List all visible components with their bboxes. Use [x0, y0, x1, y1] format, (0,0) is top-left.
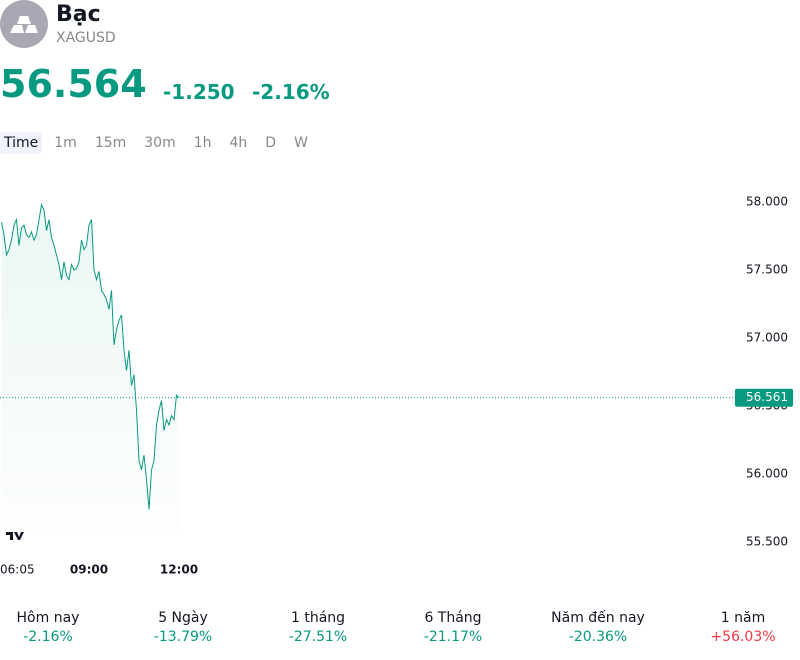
tab[interactable]: 4h: [229, 135, 248, 151]
y-tick-label: 57.000: [746, 331, 788, 345]
stat-change: -2.16%: [23, 629, 73, 645]
stat-period: 1 tháng: [290, 610, 346, 626]
tab[interactable]: 30m: [144, 135, 176, 151]
stat-period: Hôm nay: [16, 610, 80, 626]
stat: 6 Tháng -21.17%: [378, 610, 528, 645]
stat-period: Năm đến nay: [551, 610, 645, 626]
stat: Năm đến nay -20.36%: [523, 610, 673, 645]
tab[interactable]: D: [265, 135, 277, 151]
symbol-icon: [0, 0, 48, 48]
stat-period: 1 năm: [720, 610, 766, 626]
x-tick-label: 12:00: [160, 563, 198, 577]
stat-period: 6 Tháng: [424, 610, 482, 626]
stat-change: -21.17%: [423, 629, 483, 645]
tab[interactable]: Time: [0, 132, 43, 154]
x-tick-label: 06:05: [0, 563, 35, 577]
tabs: Time 1m 15m 30m 1h 4h D W: [0, 132, 318, 154]
stat-change: -20.36%: [568, 629, 628, 645]
stat-change: -27.51%: [288, 629, 348, 645]
area: [1, 204, 179, 530]
stat: 5 Ngày -13.79%: [108, 610, 258, 645]
change-percent: -2.16%: [252, 80, 330, 104]
stat-period: 5 Ngày: [158, 610, 208, 626]
y-tick-label: 57.500: [746, 263, 788, 277]
x-tick-label: 09:00: [70, 563, 108, 577]
stat-change: -13.79%: [153, 629, 213, 645]
price-label: 56.561: [746, 390, 788, 404]
title: Bạc: [56, 2, 101, 27]
y-tick-label: 58.000: [746, 195, 788, 209]
line: [1, 202, 180, 510]
stat: 1 tháng -27.51%: [243, 610, 393, 645]
stat: 1 năm +56.03%: [668, 610, 800, 645]
price-label-box: [735, 388, 793, 407]
stat-change: +56.03%: [710, 629, 776, 645]
tab[interactable]: 1m: [54, 135, 77, 151]
tab[interactable]: 15m: [94, 135, 127, 151]
price: 56.564: [0, 62, 147, 106]
change: -1.250: [163, 80, 235, 104]
tab[interactable]: 1h: [193, 135, 212, 151]
y-tick-label: 55.500: [746, 535, 788, 549]
tab[interactable]: W: [294, 135, 308, 151]
stat: Hôm nay -2.16%: [0, 610, 123, 645]
chart: 55.50056.00056.50057.00057.50058.00006:0…: [0, 195, 793, 577]
y-tick-label: 56.000: [746, 467, 788, 481]
symbol: XAGUSD: [56, 30, 116, 46]
